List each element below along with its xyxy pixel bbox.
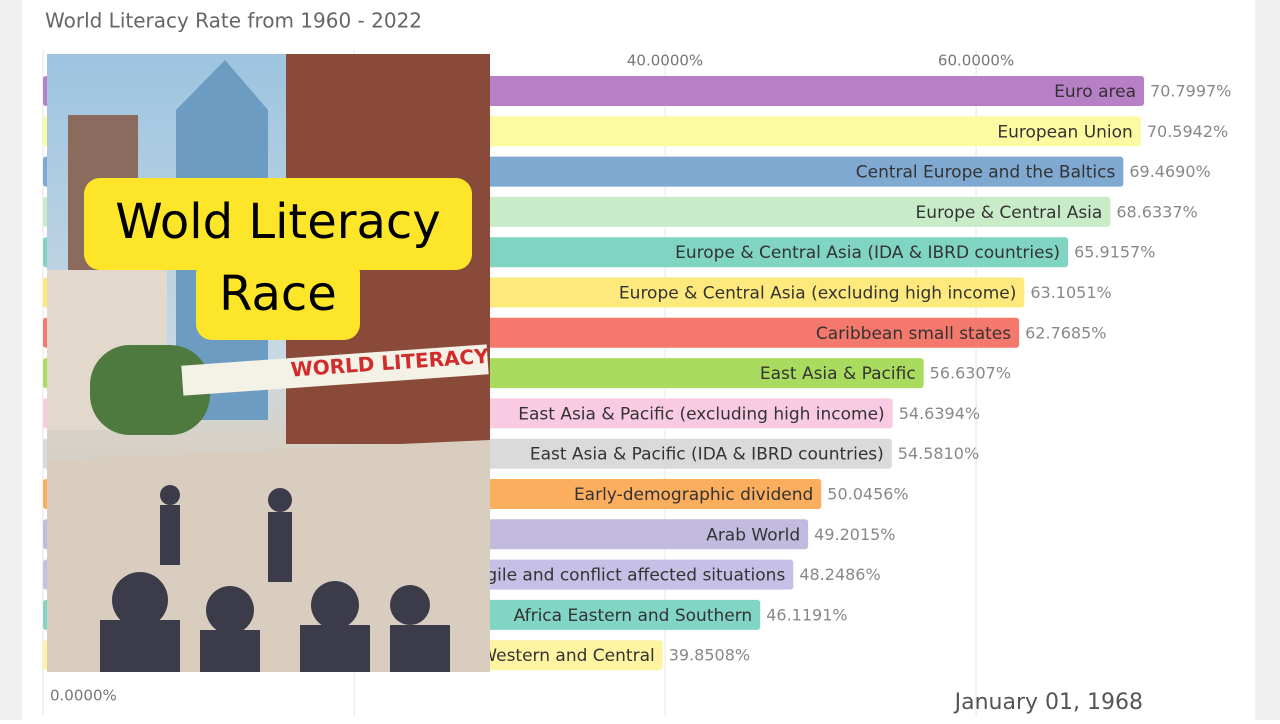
caption-box [196,258,360,340]
bar-label: Early-demographic dividend [574,485,813,505]
bar-label: Europe & Central Asia [916,203,1103,223]
banner [181,344,489,396]
bar-label: Africa Eastern and Southern [514,606,753,626]
caption-box [84,178,472,270]
value-label: 46.1191% [766,605,847,624]
left-margin [0,0,22,720]
right-margin [1255,0,1280,720]
value-label: 63.1051% [1030,283,1111,302]
bar-label: East Asia & Pacific [760,364,916,384]
chart-title: World Literacy Rate from 1960 - 2022 [45,9,422,33]
caption-line: Race [219,266,337,322]
bar-label: Euro area [1054,82,1136,102]
value-label: 50.0456% [827,485,908,504]
bar-label: European Union [997,122,1133,142]
trees [90,345,210,435]
x-tick-label: 0.0000% [50,687,117,705]
value-label: 56.6307% [930,364,1011,383]
bar-label: Western and Central [480,646,654,666]
people [100,485,450,672]
x-tick-label: 60.0000% [938,52,1014,70]
caption-line: Wold Literacy [115,194,440,250]
value-label: 48.2486% [799,565,880,584]
value-label: 70.7997% [1150,82,1231,101]
value-label: 68.6337% [1116,202,1197,221]
bar-label: Caribbean small states [816,324,1011,344]
bar-label: Central Europe and the Baltics [856,163,1116,183]
value-label: 54.6394% [899,404,980,423]
bar-label: Europe & Central Asia (excluding high in… [619,284,1016,304]
x-tick-label: 40.0000% [627,52,703,70]
date-label: January 01, 1968 [953,690,1143,715]
value-label: 39.8508% [669,646,750,665]
value-label: 54.5810% [898,444,979,463]
value-label: 70.5942% [1147,122,1228,141]
bar-label: gile and conflict affected situations [486,566,785,586]
overlay-image: WORLD LITERACY Wold Literacy Race [47,54,490,672]
value-label: 62.7685% [1025,323,1106,342]
bar-label: East Asia & Pacific (excluding high inco… [518,404,884,424]
value-label: 69.4690% [1129,162,1210,181]
value-label: 65.9157% [1074,243,1155,262]
bar-label: Arab World [706,525,800,545]
bar-label: East Asia & Pacific (IDA & IBRD countrie… [530,445,884,465]
bar-label: Europe & Central Asia (IDA & IBRD countr… [675,243,1060,263]
value-label: 49.2015% [814,525,895,544]
